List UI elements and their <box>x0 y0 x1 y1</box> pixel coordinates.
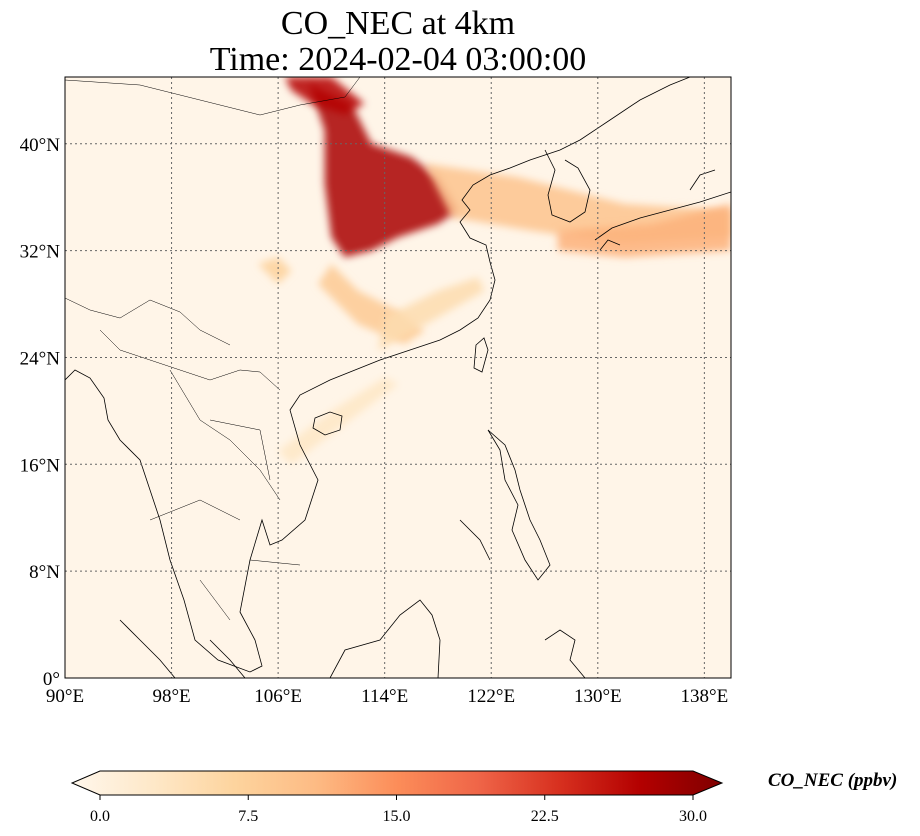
coastline-korea <box>544 149 591 223</box>
border-himalaya <box>65 297 231 346</box>
lon-tick-label: 106°E <box>254 686 302 707</box>
lat-tick-label: 24°N <box>20 348 61 369</box>
border-mongolia <box>65 77 361 116</box>
plume-south-streak <box>378 277 485 351</box>
lat-tick-label: 16°N <box>20 455 61 476</box>
map-frame <box>64 76 732 679</box>
colorbar-tick-label: 22.5 <box>531 808 559 825</box>
border-indochina <box>99 329 281 501</box>
coastlines <box>65 77 731 678</box>
plume-west-blob <box>258 257 292 284</box>
colorbar: 0.0 7.5 15.0 22.5 30.0 <box>70 770 724 825</box>
coastline-sulawesi <box>544 629 586 678</box>
gridlines <box>65 77 731 678</box>
lon-tick-label: 90°E <box>46 686 84 707</box>
country-borders <box>65 77 361 621</box>
map-subtitle-time: Time: 2024-02-04 03:00:00 <box>209 41 587 78</box>
coastline-mainland <box>65 77 691 673</box>
coastline-japan <box>594 169 731 251</box>
lon-tick-label: 130°E <box>574 686 622 707</box>
lon-tick-label: 98°E <box>152 686 190 707</box>
colorbar-tick-label: 7.5 <box>238 808 258 825</box>
concentration-field <box>258 77 731 465</box>
axis-ticks: 90°E 98°E 106°E 114°E 122°E 130°E 138°E 0° 8°N 16… <box>20 135 729 707</box>
coastline-taiwan <box>473 337 489 373</box>
colorbar-title: CO_NEC (ppbv) <box>768 770 898 791</box>
border-southeast <box>149 499 301 621</box>
lon-tick-label: 138°E <box>681 686 729 707</box>
coastline-borneo <box>329 599 441 678</box>
plume-mongolia-plume <box>284 77 365 115</box>
plume-hainan-streak <box>278 377 398 465</box>
lat-tick-label: 8°N <box>29 562 60 583</box>
plume-north-china-core <box>308 83 458 258</box>
colorbar-tick-label: 15.0 <box>383 808 411 825</box>
lon-tick-label: 122°E <box>467 686 515 707</box>
lat-tick-label: 40°N <box>20 135 61 156</box>
lat-tick-label: 0° <box>43 669 60 690</box>
plume-japan-band <box>557 203 731 258</box>
coastline-sumatra-malaya <box>119 619 246 678</box>
lat-tick-label: 32°N <box>20 242 61 263</box>
coastline-philippines <box>459 429 551 581</box>
map-title: CO_NEC at 4km <box>280 5 516 42</box>
lon-tick-label: 114°E <box>361 686 408 707</box>
coastline-hainan <box>312 411 343 436</box>
colorbar-tick-label: 0.0 <box>90 808 110 825</box>
colorbar-bar <box>70 770 724 796</box>
colorbar-tick-label: 30.0 <box>679 808 707 825</box>
